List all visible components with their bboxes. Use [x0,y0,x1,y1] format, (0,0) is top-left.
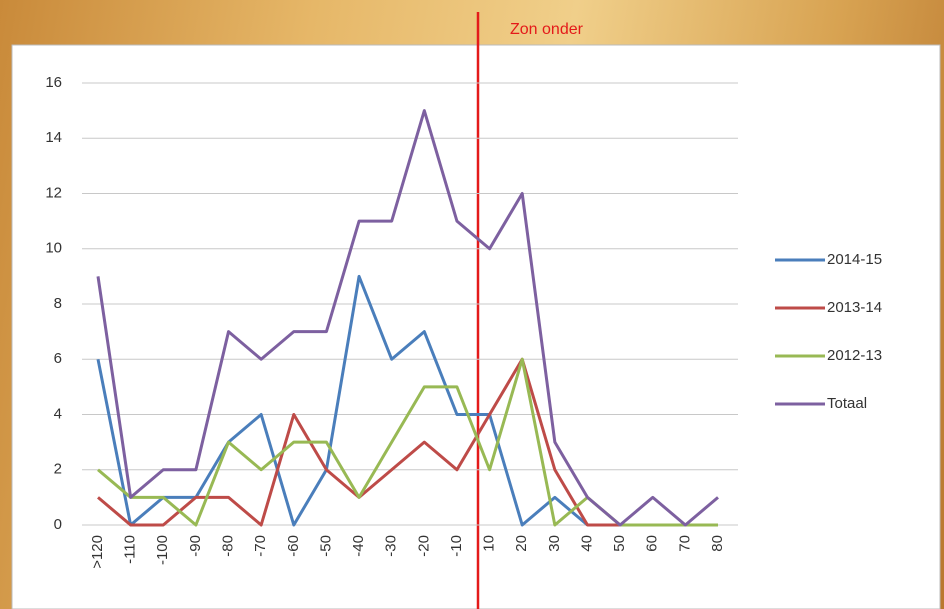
x-tick-label: -80 [219,535,236,557]
x-tick-label: -110 [122,535,139,564]
y-tick-label: 6 [54,350,62,367]
x-tick-label: 70 [676,535,693,552]
x-tick-label: -40 [350,535,367,557]
legend-label: Totaal [827,395,867,412]
legend-label: 2014-15 [827,251,882,268]
chart: Zon onder 0 2 4 6 8 10 12 14 16 >120 -110 -100 -90 -8… [0,0,944,609]
y-tick-label: 4 [54,405,62,422]
x-tick-label: 40 [578,535,595,552]
x-tick-label: -90 [187,535,204,557]
x-tick-label: 20 [513,535,530,552]
x-tick-label: -30 [383,535,400,557]
x-tick-label: 50 [611,535,628,552]
x-tick-label: >120 [89,535,106,569]
y-tick-label: 8 [54,295,62,312]
x-tick-label: 10 [481,535,498,552]
x-tick-label: -10 [448,535,465,557]
x-tick-label: -50 [317,535,334,557]
y-tick-label: 14 [45,129,62,146]
y-tick-label: 16 [45,74,62,91]
legend-label: 2013-14 [827,299,882,316]
y-tick-label: 2 [54,461,62,478]
y-tick-label: 10 [45,240,62,257]
x-tick-label: -20 [415,535,432,557]
x-tick-label: 80 [709,535,726,552]
x-tick-label: -70 [252,535,269,557]
y-tick-label: 0 [54,516,62,533]
annotation: Zon onder [510,21,584,38]
x-tick-label: -100 [154,535,171,565]
y-tick-label: 12 [45,184,62,201]
legend-label: 2012-13 [827,347,882,364]
x-tick-label: -60 [285,535,302,557]
x-tick-label: 30 [546,535,563,552]
x-tick-label: 60 [644,535,661,552]
